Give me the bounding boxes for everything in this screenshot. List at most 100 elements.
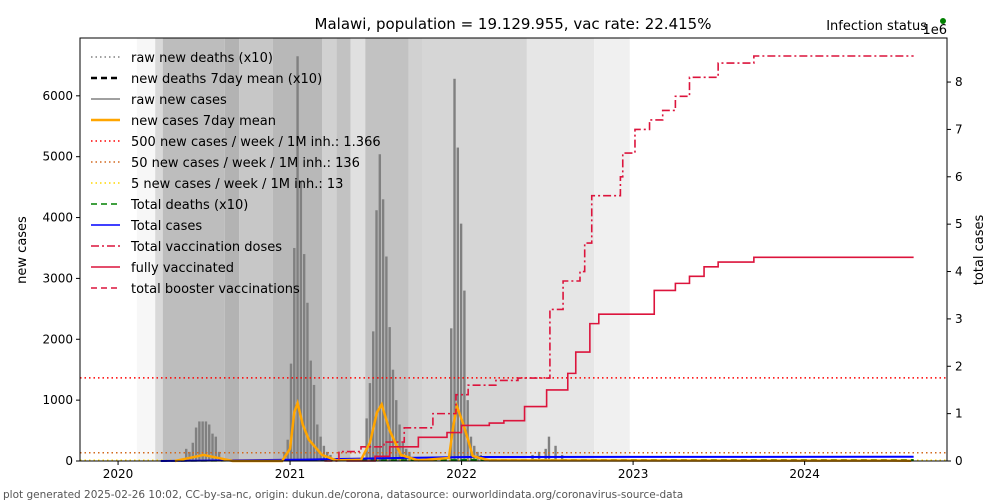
raw-new-cases-bar [368,383,372,461]
status-band [155,38,163,461]
status-band [336,38,351,461]
raw-new-cases-bar [560,454,564,461]
raw-new-cases-bar [188,451,191,461]
raw-new-cases-bar [211,433,214,461]
legend-entry: 5 new cases / week / 1M inh.: 13 [131,177,343,192]
y-left-tick-label: 0 [65,454,73,468]
status-band [239,38,273,461]
raw-new-cases-bar [450,328,453,461]
raw-new-cases-bar [378,154,382,462]
raw-new-cases-bar [185,448,188,461]
y-left-tick-label: 5000 [42,150,73,164]
x-tick-label: 2021 [275,467,306,481]
raw-new-cases-bar [401,442,405,461]
raw-new-cases-bar [289,363,293,461]
legend-entry: total booster vaccinations [131,282,300,297]
right-axis-multiplier: 1e6 [922,23,947,38]
footer-credit: plot generated 2025-02-26 10:02, CC-by-s… [3,489,683,500]
chart-title: Malawi, population = 19.129.955, vac rat… [315,15,712,33]
raw-new-cases-bar [466,400,469,461]
legend-entry: Total cases [130,219,202,234]
raw-new-cases-bar [388,327,391,461]
raw-new-cases-bar [204,421,208,461]
raw-new-cases-bar [531,454,534,461]
x-tick-label: 2023 [618,467,649,481]
raw-new-cases-bar [217,451,221,461]
raw-new-cases-bar [208,424,211,461]
raw-new-cases-bar [194,427,198,461]
raw-new-cases-bar [306,302,309,461]
legend-entry: 50 new cases / week / 1M inh.: 136 [131,156,360,171]
raw-new-cases-bar [201,421,204,461]
y-right-tick-label: 8 [955,75,963,89]
x-tick-label: 2022 [446,467,477,481]
x-tick-label: 2024 [789,467,820,481]
raw-new-cases-bar [395,400,398,461]
legend-entry: raw new cases [131,93,227,108]
raw-new-cases-bar [191,442,194,461]
raw-new-cases-bar [296,56,299,461]
raw-new-cases-bar [312,384,316,461]
legend-entry: Total vaccination doses [130,240,282,255]
plot-frame [79,37,948,462]
y-axis-right-label: total cases [972,215,987,286]
y-right-tick-label: 5 [955,217,963,231]
y-right-tick-label: 7 [955,122,963,136]
legend-entry: raw new deaths (x10) [131,51,273,66]
raw-new-cases-bar [293,247,296,461]
y-left-tick-label: 3000 [42,271,73,285]
raw-new-cases-bar [309,360,312,461]
raw-new-cases-bar [198,421,201,461]
status-band [136,38,156,461]
infection-status-label: Infection status [826,19,927,34]
legend-entry: new deaths 7day mean (x10) [131,72,322,87]
raw-new-cases-bar [473,445,476,461]
legend-entry: Total deaths (x10) [130,198,248,213]
status-band [224,38,240,461]
status-band [422,38,527,461]
raw-new-cases-bar [453,78,456,462]
y-right-tick-label: 0 [955,454,963,468]
raw-new-cases-bar [381,199,385,461]
raw-new-cases-bar [319,436,322,461]
y-right-tick-label: 6 [955,170,963,184]
raw-new-cases-bar [214,436,218,461]
raw-new-cases-bar [316,424,319,461]
legend-entry: new cases 7day mean [131,114,276,129]
y-left-tick-label: 2000 [42,332,73,346]
y-right-tick-label: 1 [955,407,963,421]
status-band [408,38,423,461]
y-left-tick-label: 6000 [42,89,73,103]
raw-new-cases-bar [299,181,303,461]
status-band [629,38,947,461]
raw-new-cases-bar [385,256,388,461]
status-band [162,38,225,461]
raw-new-cases-bar [404,448,408,461]
total-vaccination-doses-line [324,55,914,462]
raw-new-cases-bar [365,418,368,461]
y-left-tick-label: 1000 [42,393,73,407]
y-right-tick-label: 4 [955,265,963,279]
y-axis-left-label: new cases [15,216,30,284]
y-left-tick-label: 4000 [42,211,73,225]
raw-new-cases-bar [544,448,547,461]
raw-new-cases-bar [547,436,551,461]
status-band [350,38,366,461]
status-band [594,38,630,461]
raw-new-cases-bar [554,445,557,461]
raw-new-cases-bar [375,210,378,461]
y-right-tick-label: 3 [955,312,963,326]
infection-status-dot [940,18,946,24]
fully-vaccinated-line [346,256,914,462]
raw-new-cases-bar [372,331,375,461]
y-right-tick-label: 2 [955,359,963,373]
x-tick-label: 2020 [103,467,134,481]
legend-entry: fully vaccinated [131,261,234,276]
raw-new-cases-bar [456,147,460,461]
status-band [322,38,337,461]
raw-new-cases-bar [302,254,306,461]
raw-new-cases-bar [391,369,395,461]
raw-new-cases-bar [398,424,401,461]
